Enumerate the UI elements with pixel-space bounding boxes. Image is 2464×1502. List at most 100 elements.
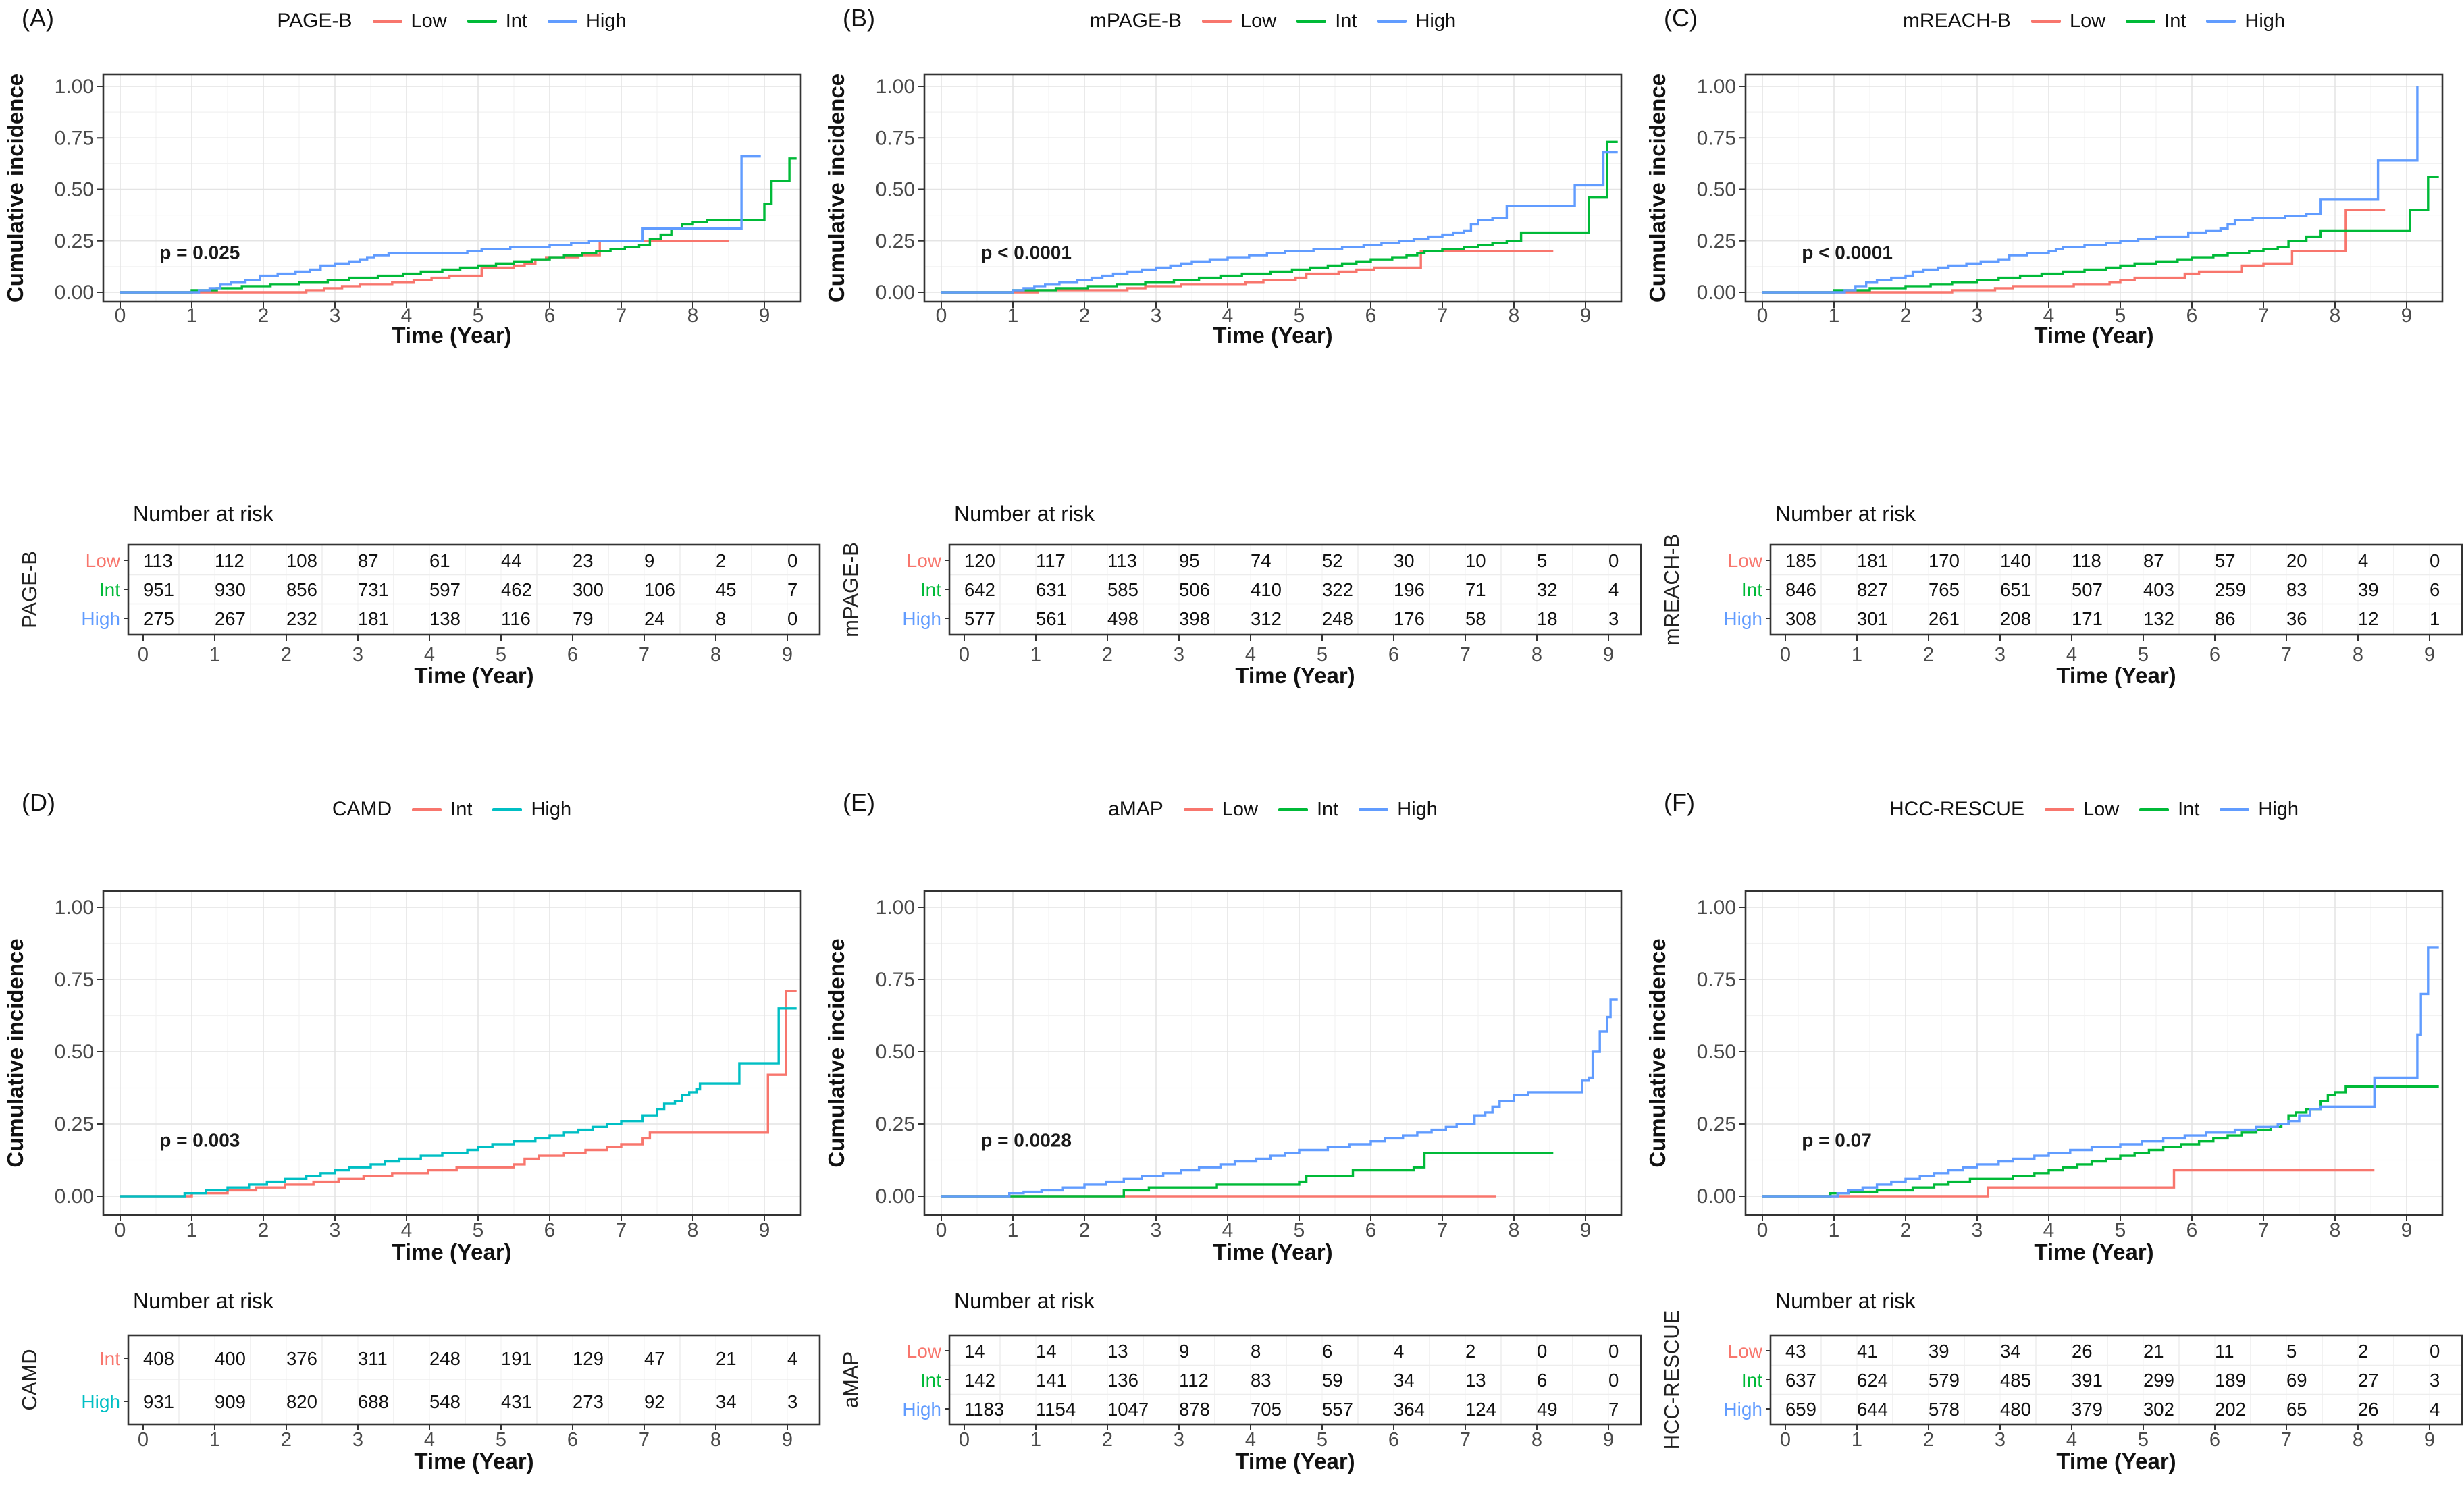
risk-count: 391 — [2072, 1370, 2103, 1391]
x-tick-label: 3 — [330, 304, 341, 327]
risk-count: 36 — [2286, 608, 2307, 629]
y-axis-title: Cumulative incidence — [3, 74, 28, 302]
legend-title: mPAGE-B — [1089, 9, 1182, 32]
y-tick-label: 1.00 — [876, 76, 915, 98]
legend-item-label: Int — [2178, 798, 2200, 820]
legend: mREACH-B Low Int High — [1746, 9, 2442, 32]
table-tick-label: 4 — [1245, 644, 1256, 666]
curve-high — [120, 1007, 797, 1198]
y-tick-label: 0.00 — [876, 281, 915, 304]
table-x-axis-title: Time (Year) — [414, 1449, 533, 1474]
table-tick-label: 9 — [2424, 1429, 2435, 1451]
risk-count: 181 — [358, 608, 389, 629]
legend-item-high: High — [492, 799, 571, 821]
y-tick-label: 1.00 — [55, 896, 94, 919]
legend-item-label: Int — [1317, 798, 1339, 820]
risk-count: 4 — [1608, 579, 1619, 600]
risk-count: 585 — [1107, 579, 1138, 600]
y-tick-label: 0.00 — [1697, 281, 1736, 304]
risk-count: 117 — [1036, 550, 1066, 571]
risk-count: 275 — [143, 608, 174, 629]
table-tick-label: 5 — [2138, 644, 2149, 666]
x-tick-label: 2 — [258, 1219, 269, 1241]
risk-count: 141 — [1036, 1370, 1067, 1391]
y-tick-label: 1.00 — [55, 76, 94, 98]
table-tick-label: 9 — [1603, 644, 1614, 666]
legend-item-label: Int — [1335, 9, 1357, 32]
x-tick-label: 4 — [2043, 1219, 2055, 1241]
legend-item-label: Int — [505, 9, 527, 32]
legend-line-swatch — [547, 19, 577, 23]
legend-line-swatch — [412, 807, 442, 811]
risk-count: 410 — [1251, 579, 1282, 600]
table-x-axis-title: Time (Year) — [1235, 663, 1355, 688]
legend-item-int: Int — [412, 799, 472, 821]
risk-count: 27 — [2358, 1370, 2379, 1391]
table-tick-label: 1 — [209, 644, 220, 666]
risk-count: 21 — [716, 1348, 737, 1369]
risk-count: 11 — [2215, 1341, 2234, 1362]
table-tick-label: 8 — [2353, 1429, 2363, 1451]
risk-count: 189 — [2215, 1370, 2246, 1391]
y-tick-label: 0.75 — [876, 127, 915, 149]
risk-count: 34 — [716, 1391, 737, 1412]
risk-row-label-low: Low — [1728, 550, 1763, 571]
risk-table-strip-label: mPAGE-B — [839, 542, 862, 637]
risk-count: 931 — [143, 1391, 174, 1412]
legend-line-swatch — [467, 19, 497, 23]
x-axis-title: Time (Year) — [1213, 323, 1332, 348]
table-tick-label: 6 — [2209, 644, 2220, 666]
y-tick-label: 1.00 — [1697, 76, 1736, 98]
legend-line-swatch — [492, 807, 523, 811]
risk-count: 261 — [1929, 608, 1960, 629]
risk-count: 1 — [2430, 608, 2440, 629]
risk-count: 30 — [1394, 550, 1415, 571]
table-tick-label: 2 — [281, 644, 292, 666]
x-tick-label: 6 — [2186, 304, 2198, 327]
table-tick-label: 3 — [352, 644, 363, 666]
legend-item-high: High — [1359, 799, 1438, 821]
legend-line-swatch — [2044, 807, 2074, 811]
x-tick-label: 8 — [2330, 304, 2341, 327]
table-tick-label: 9 — [2424, 644, 2435, 666]
legend-item-label: High — [2245, 9, 2286, 32]
legend-line-swatch — [1296, 19, 1327, 23]
table-tick-label: 5 — [1317, 644, 1328, 666]
risk-count: 8 — [1251, 1341, 1261, 1362]
table-tick-label: 5 — [1317, 1429, 1328, 1451]
table-tick-label: 8 — [710, 1429, 721, 1451]
risk-count: 138 — [429, 608, 461, 629]
risk-count: 7 — [1608, 1399, 1619, 1420]
risk-count: 83 — [1251, 1370, 1272, 1391]
risk-count: 579 — [1929, 1370, 1960, 1391]
risk-count: 248 — [429, 1348, 461, 1369]
risk-row-label-high: High — [81, 608, 120, 629]
legend-line-swatch — [1183, 807, 1213, 811]
risk-count: 3 — [787, 1391, 797, 1412]
x-tick-label: 0 — [936, 1219, 947, 1241]
risk-count: 561 — [1036, 608, 1067, 629]
risk-count: 688 — [358, 1391, 389, 1412]
table-tick-label: 2 — [1923, 1429, 1934, 1451]
risk-count: 1154 — [1036, 1399, 1076, 1420]
risk-row-label-high: High — [81, 1391, 120, 1412]
risk-count: 21 — [2143, 1341, 2164, 1362]
legend-item-low: Low — [1202, 10, 1276, 32]
risk-count: 43 — [1785, 1341, 1806, 1362]
risk-count: 0 — [2430, 1341, 2440, 1362]
x-tick-label: 5 — [2115, 304, 2126, 327]
x-tick-label: 4 — [401, 304, 413, 327]
risk-count: 300 — [573, 579, 604, 600]
table-tick-label: 1 — [1852, 644, 1862, 666]
panel-label: (C) — [1664, 4, 1698, 32]
x-tick-label: 6 — [544, 304, 556, 327]
risk-table-strip-label: PAGE-B — [18, 551, 41, 628]
risk-count: 5 — [2286, 1341, 2297, 1362]
table-tick-label: 9 — [1603, 1429, 1614, 1451]
y-tick-label: 0.25 — [55, 230, 94, 252]
risk-count: 506 — [1179, 579, 1210, 600]
legend-item-label: Int — [2164, 9, 2186, 32]
risk-count: 827 — [1857, 579, 1888, 600]
risk-count: 273 — [573, 1391, 604, 1412]
table-tick-label: 7 — [1460, 644, 1471, 666]
